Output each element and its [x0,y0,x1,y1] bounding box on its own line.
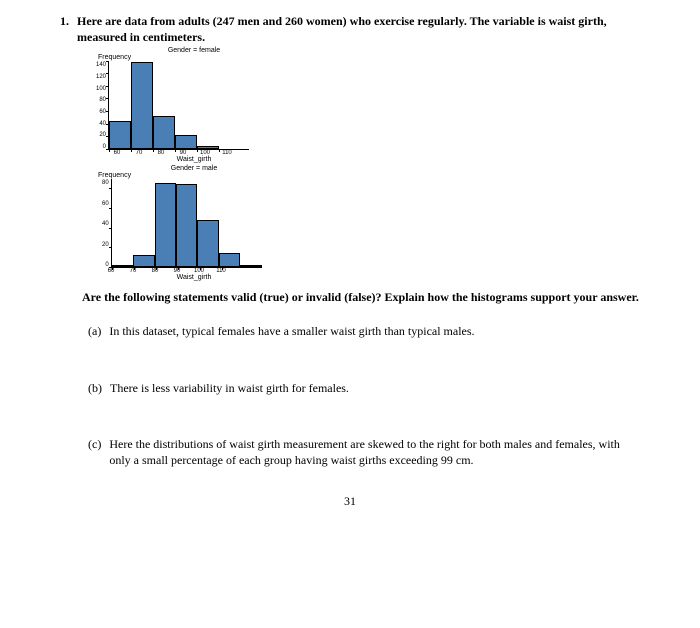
male-chart-title: Gender = male [114,165,274,172]
ytick-label: 100 [96,86,106,92]
male-chart: Gender = male Frequency 806040200 607080… [96,165,640,281]
ytick-label: 20 [102,242,109,248]
male-xlabel: Waist_girth [114,274,274,281]
histogram-bar [155,183,176,267]
part-c-text: Here the distributions of waist girth me… [109,436,640,468]
ytick-label: 140 [96,62,106,68]
male-hist-wrap: 806040200 [96,179,640,268]
male-ylabel: Frequency [98,172,640,179]
histogram-bar [240,265,261,267]
page: 1. Here are data from adults (247 men an… [0,0,700,509]
part-b-text: There is less variability in waist girth… [110,380,640,396]
ytick-label: 80 [96,97,106,103]
part-a: (a) In this dataset, typical females hav… [88,323,640,339]
ytick-label: 60 [102,201,109,207]
histogram-bar [153,116,175,149]
histogram-bar [112,265,133,267]
ytick-label: 40 [102,221,109,227]
male-yticks: 806040200 [96,180,111,268]
part-b: (b) There is less variability in waist g… [88,380,640,396]
question-text: Here are data from adults (247 men and 2… [77,14,640,45]
histogram-bar [133,255,154,267]
ytick-label: 60 [96,109,106,115]
histogram-bar [197,220,218,267]
part-c: (c) Here the distributions of waist girt… [88,436,640,468]
female-ylabel: Frequency [98,54,640,61]
prompt-text: Are the following statements valid (true… [82,289,640,305]
page-number: 31 [60,494,640,509]
part-b-label: (b) [88,380,102,396]
histogram-bar [131,62,153,149]
histogram-bar [219,253,240,267]
ytick-label: 40 [96,121,106,127]
female-xlabel: Waist_girth [114,156,274,163]
ytick-label: 0 [96,144,106,150]
question-row: 1. Here are data from adults (247 men an… [60,14,640,45]
part-a-label: (a) [88,323,101,339]
histogram-bar [176,184,197,267]
female-plot [108,61,249,150]
female-hist-wrap: 140 120 100 80 60 40 20 0 [96,61,640,150]
histogram-bar [175,135,197,149]
histogram-bar [109,121,131,149]
part-a-text: In this dataset, typical females have a … [109,323,640,339]
part-c-label: (c) [88,436,101,468]
ytick-label: 20 [96,132,106,138]
ytick-label: 120 [96,74,106,80]
female-chart: Gender = female Frequency 140 120 100 80 60 4… [96,47,640,163]
female-chart-title: Gender = female [114,47,274,54]
histogram-bar [197,146,219,149]
question-number: 1. [60,14,69,29]
male-plot [111,179,262,268]
ytick-label: 80 [102,180,109,186]
